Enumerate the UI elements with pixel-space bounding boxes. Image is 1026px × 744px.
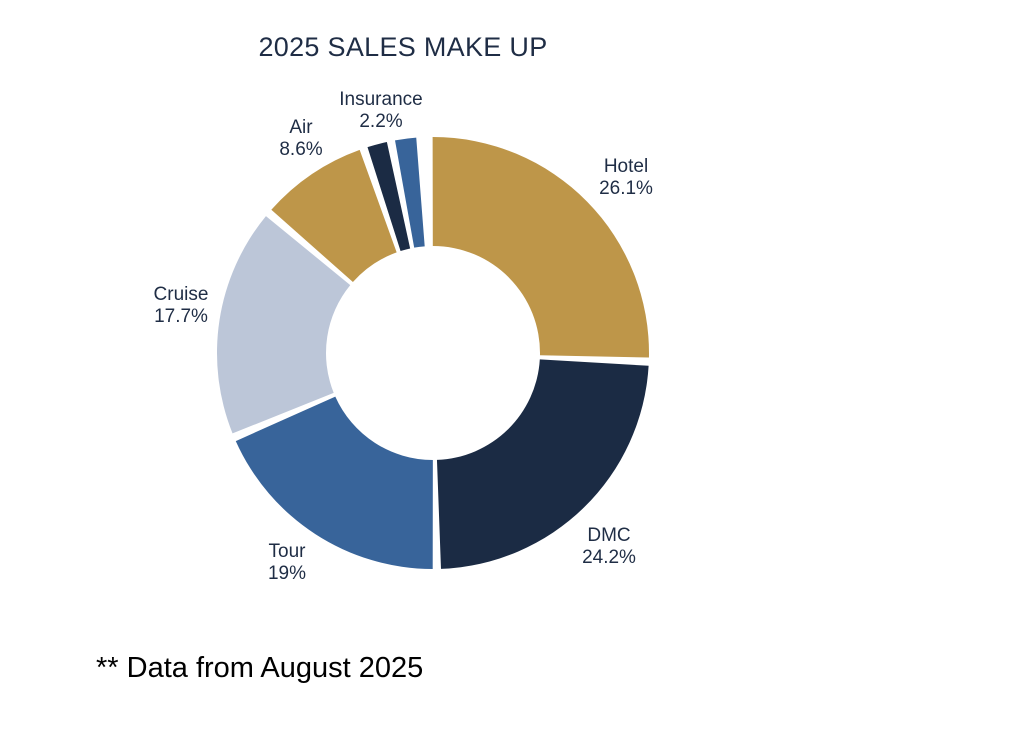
slice-dmc (436, 359, 649, 569)
slice-insurance (395, 137, 425, 248)
slice-label-cruise: Cruise 17.7% (154, 284, 209, 327)
slice-tour (235, 396, 433, 569)
chart-title: 2025 SALES MAKE UP (258, 32, 547, 62)
slice-label-value: 24.2% (582, 547, 636, 568)
slice-label-dmc: DMC 24.2% (582, 525, 636, 568)
slice-cruise (216, 216, 351, 434)
slice-label-value: 17.7% (154, 306, 208, 327)
slices-group (216, 136, 649, 569)
labels-group: Hotel 26.1% DMC 24.2% Tour 19% Cruise 17.7% Air 8… (154, 89, 653, 584)
slice-label-tour: Tour 19% (268, 541, 306, 584)
slice-label-insurance: Insurance 2.2% (339, 89, 422, 132)
slice-label-name: Hotel (604, 156, 648, 177)
slice-label-value: 8.6% (279, 139, 322, 160)
slice-hotel (432, 136, 649, 358)
slice-label-value: 26.1% (599, 178, 653, 199)
slice-label-hotel: Hotel 26.1% (599, 156, 653, 199)
slice-unlabeled-5 (367, 141, 411, 252)
slice-label-name: Cruise (154, 284, 209, 305)
footnote: ** Data from August 2025 (96, 652, 424, 684)
slice-label-name: DMC (587, 525, 630, 546)
slice-air (271, 149, 397, 283)
slice-label-value: 19% (268, 563, 306, 584)
slice-label-name: Air (289, 117, 313, 138)
slice-label-name: Insurance (339, 89, 422, 110)
slice-label-air: Air 8.6% (279, 117, 322, 160)
slice-label-name: Tour (269, 541, 307, 562)
slice-label-value: 2.2% (359, 111, 402, 132)
